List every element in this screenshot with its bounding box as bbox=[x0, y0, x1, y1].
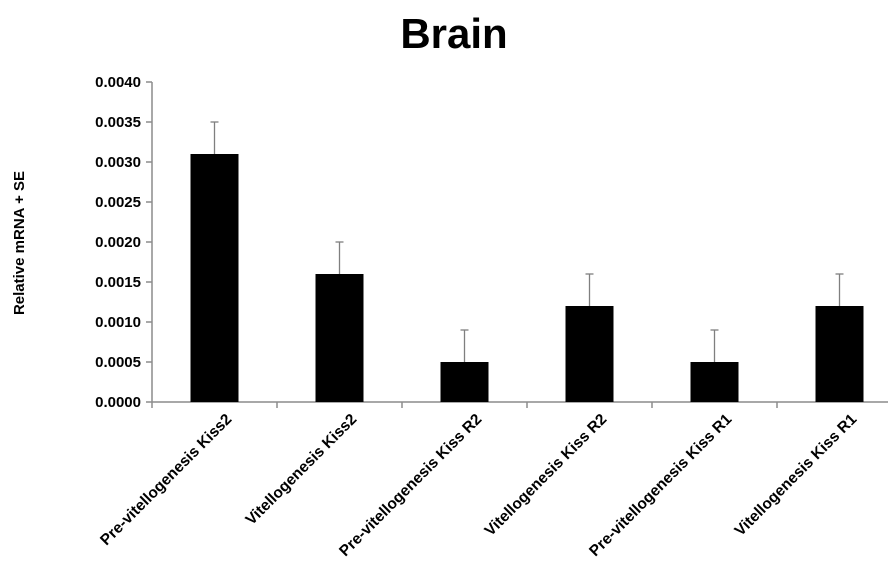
y-tick-label: 0.0015 bbox=[95, 274, 141, 291]
y-tick-label: 0.0005 bbox=[95, 354, 141, 371]
x-tick-label: Pre-vitellogenesis Kiss2 bbox=[97, 411, 235, 549]
x-tick-label: Vitellogenesis Kiss R2 bbox=[482, 411, 611, 540]
x-tick-label: Pre-vitellogenesis Kiss R2 bbox=[336, 411, 485, 560]
bar bbox=[315, 274, 364, 402]
y-tick-label: 0.0025 bbox=[95, 194, 141, 211]
bar bbox=[815, 306, 864, 402]
y-tick-label: 0.0035 bbox=[95, 114, 141, 131]
y-tick-label: 0.0000 bbox=[95, 394, 141, 411]
bar bbox=[440, 362, 489, 402]
y-tick-label: 0.0020 bbox=[95, 234, 141, 251]
x-tick-label: Pre-vitellogenesis Kiss R1 bbox=[586, 411, 735, 560]
y-tick-label: 0.0030 bbox=[95, 154, 141, 171]
bar bbox=[690, 362, 739, 402]
bar bbox=[565, 306, 614, 402]
plot-area: 0.0000 0.0005 0.0010 0.0015 0.0020 0.0025 0.00… bbox=[95, 74, 888, 560]
y-tick-label: 0.0040 bbox=[95, 74, 141, 91]
y-axis-label: Relative mRNA + SE bbox=[11, 171, 28, 315]
x-tick-label: Vitellogenesis Kiss R1 bbox=[732, 411, 861, 540]
chart-title: Brain bbox=[400, 10, 507, 57]
x-tick-label: Vitellogenesis Kiss2 bbox=[243, 411, 361, 529]
y-tick-label: 0.0010 bbox=[95, 314, 141, 331]
bar bbox=[190, 154, 239, 402]
